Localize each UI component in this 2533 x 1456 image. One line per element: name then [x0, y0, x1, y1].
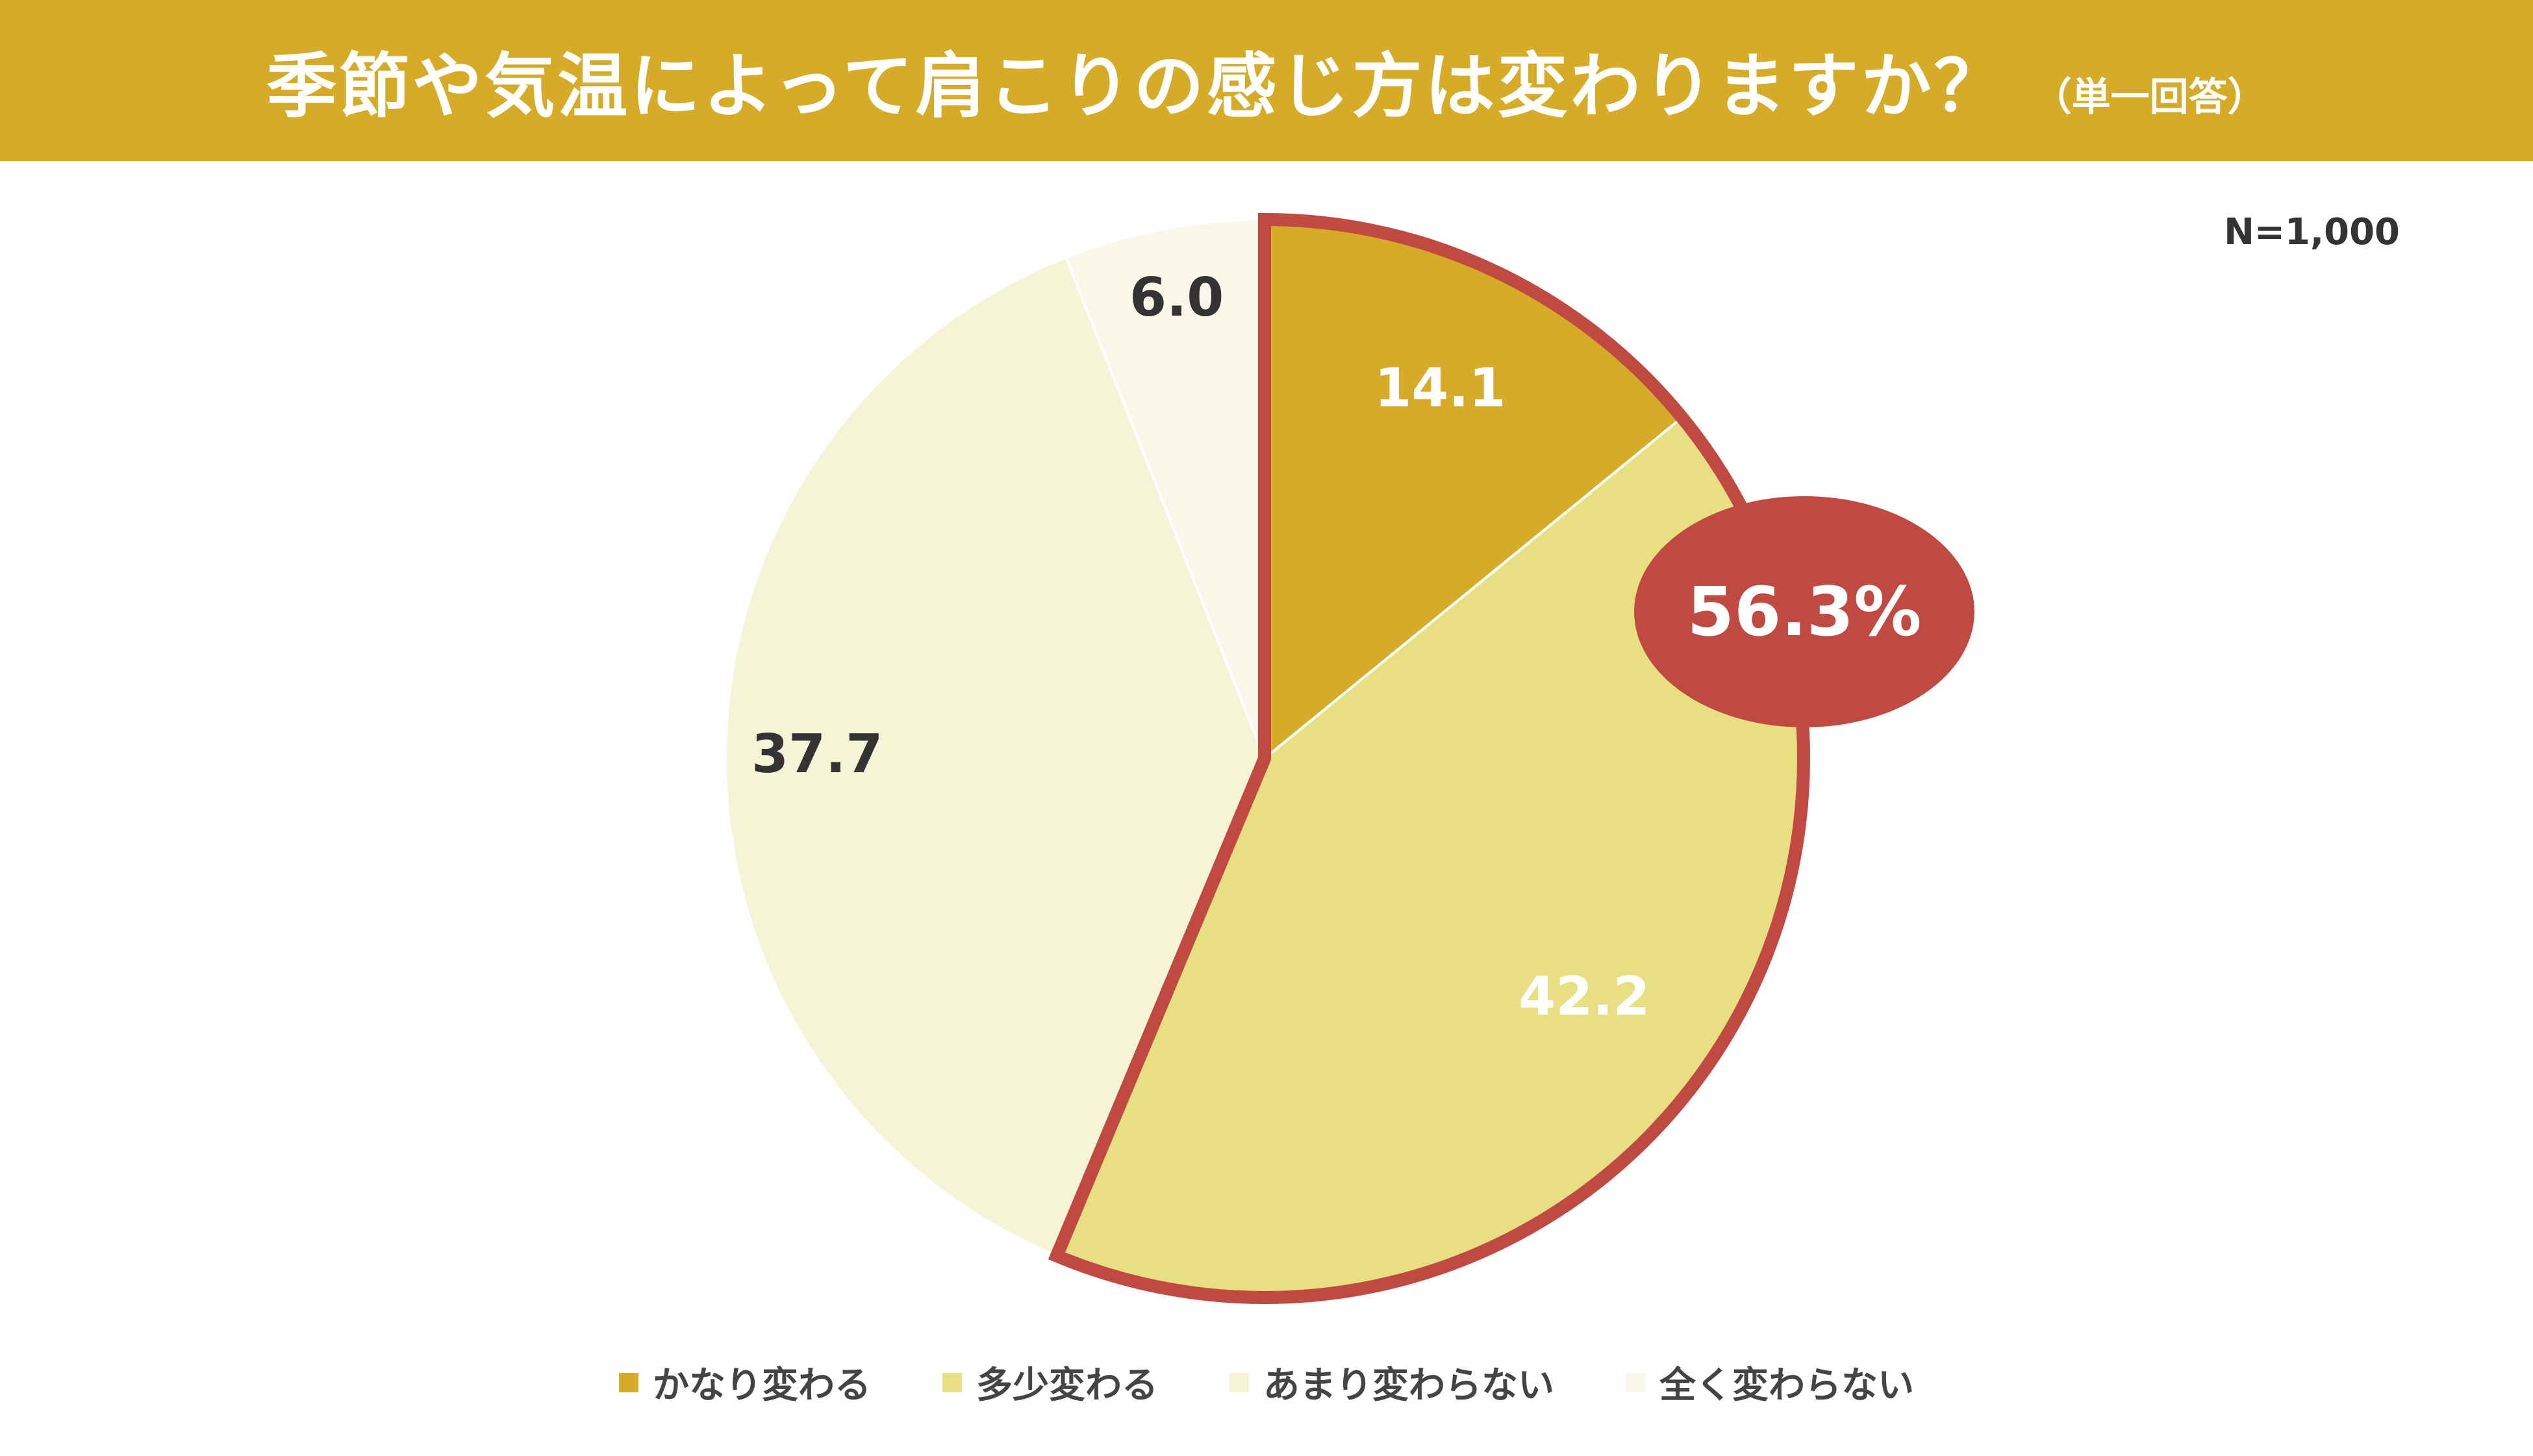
- slice-value-label-2: 42.2: [1519, 966, 1650, 1028]
- slice-labels: 14.1 42.2 37.7 6.0: [751, 267, 1650, 1028]
- chart-title: 季節や気温によって肩こりの感じ方は変わりますか？: [266, 46, 2007, 127]
- legend-item-2: 多少変わる: [942, 1356, 1158, 1409]
- legend-swatch-3: [1229, 1372, 1249, 1392]
- title-banner: 季節や気温によって肩こりの感じ方は変わりますか？ （単一回答）: [0, 0, 2533, 161]
- legend-item-3: あまり変わらない: [1229, 1356, 1554, 1409]
- highlight-outline: [1048, 212, 1810, 1304]
- legend-swatch-4: [1626, 1372, 1645, 1392]
- slice-value-label-1: 14.1: [1374, 358, 1506, 420]
- legend-label-3: あまり変わらない: [1263, 1364, 1554, 1407]
- legend-item-4: 全く変わらない: [1626, 1356, 1914, 1409]
- slice-value-label-4: 6.0: [1129, 267, 1224, 329]
- legend-label-1: かなり変わる: [653, 1364, 871, 1407]
- highlight-callout-label: 56.3%: [1687, 572, 1922, 651]
- legend-label-4: 全く変わらない: [1659, 1364, 1914, 1407]
- highlight-callout-ellipse: [1634, 496, 1974, 727]
- legend-swatch-1: [619, 1372, 638, 1392]
- legend: かなり変わる 多少変わる あまり変わらない 全く変わらない: [0, 1356, 2533, 1409]
- highlight-group: 56.3%: [1048, 212, 1974, 1304]
- legend-item-1: かなり変わる: [619, 1356, 871, 1409]
- sample-size-label: N=1,000: [2224, 211, 2400, 253]
- title-wrap: 季節や気温によって肩こりの感じ方は変わりますか？ （単一回答）: [266, 30, 2266, 131]
- legend-swatch-2: [942, 1372, 962, 1392]
- pie-slice-4: [1064, 218, 1266, 759]
- chart-subtitle: （単一回答）: [2032, 75, 2267, 120]
- pie-slice-3: [724, 255, 1266, 1258]
- legend-label-2: 多少変わる: [976, 1364, 1158, 1407]
- slice-value-label-3: 37.7: [751, 723, 883, 785]
- pie-slices: [724, 218, 1805, 1299]
